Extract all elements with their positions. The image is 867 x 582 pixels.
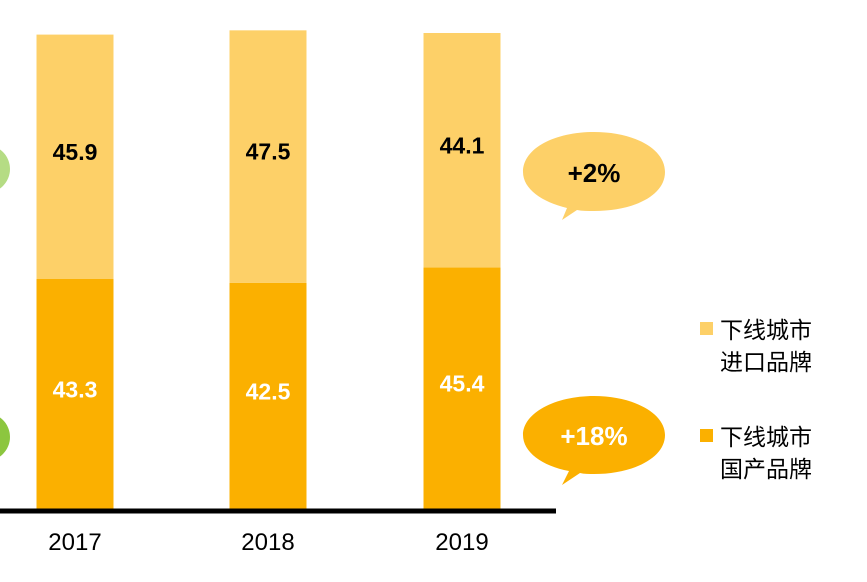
legend-label-import-line1: 下线城市 [720, 317, 812, 343]
callout-bubble-domestic: +18% [523, 396, 665, 485]
data-label-domestic-2018: 42.5 [246, 378, 291, 404]
green-circle-bottom [0, 417, 10, 457]
data-label-domestic-2017: 43.3 [53, 376, 98, 402]
bar-import-2018 [229, 30, 307, 283]
legend-swatch-domestic [700, 429, 713, 442]
bar-import-2017 [36, 34, 114, 279]
bar-import-2019 [423, 33, 501, 268]
callout-import-growth: +2% [568, 158, 621, 188]
bar-domestic-2017 [36, 278, 114, 509]
callout-bubble-import: +2% [523, 132, 665, 220]
legend-swatch-import [700, 322, 713, 335]
x-tick-label-2018: 2018 [241, 529, 294, 556]
legend-label-domestic-line1: 下线城市 [720, 424, 812, 450]
legend-label-import-line2: 进口品牌 [720, 349, 812, 375]
data-label-import-2019: 44.1 [440, 133, 485, 159]
bar-domestic-2019 [423, 267, 501, 509]
x-tick-label-2019: 2019 [435, 529, 488, 556]
data-label-import-2017: 45.9 [53, 139, 98, 165]
legend-label-domestic-line2: 国产品牌 [720, 456, 812, 482]
x-tick-label-2017: 2017 [48, 529, 101, 556]
green-circle-top [0, 149, 10, 189]
data-label-import-2018: 47.5 [246, 139, 291, 165]
data-label-domestic-2019: 45.4 [440, 370, 485, 396]
bar-domestic-2018 [229, 282, 307, 509]
callout-domestic-growth: +18% [560, 421, 627, 451]
